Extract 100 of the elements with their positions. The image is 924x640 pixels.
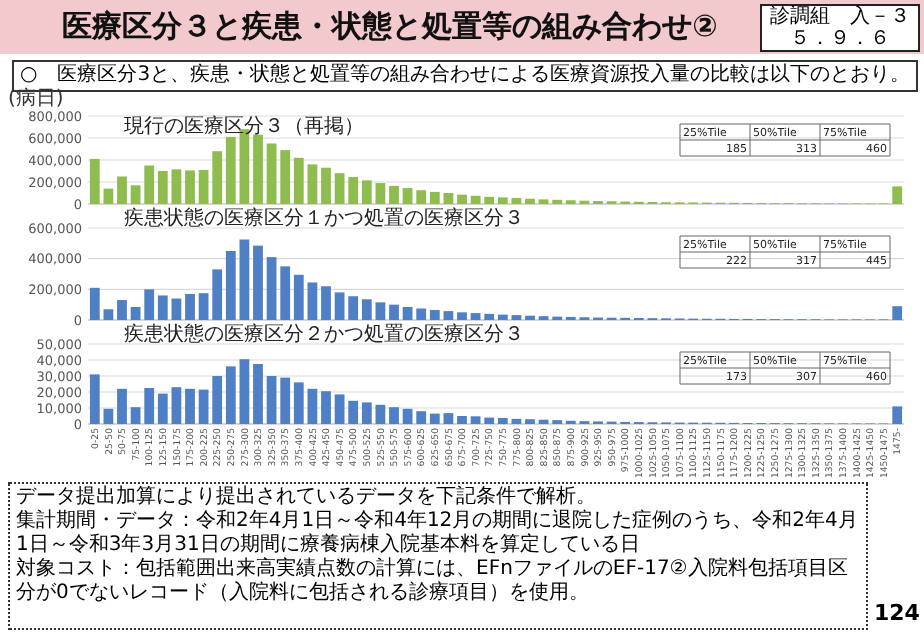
bar bbox=[361, 402, 372, 424]
bar bbox=[892, 186, 903, 204]
bar bbox=[212, 269, 223, 320]
bar bbox=[157, 295, 168, 320]
bar bbox=[892, 306, 903, 320]
bar bbox=[239, 359, 250, 424]
bar bbox=[185, 170, 195, 204]
bar bbox=[117, 300, 127, 320]
chart-title: 現行の医療区分３（再掲） bbox=[124, 114, 364, 138]
bar bbox=[484, 196, 495, 204]
text: 対象コスト：包括範囲出来高実績点数の計算には、EFnファイルのEF-17②入院料包括項目区分が0でないレコード（入院料に包括される診療項目）を使用。 bbox=[16, 558, 850, 606]
bar bbox=[375, 302, 386, 320]
bar bbox=[321, 391, 331, 424]
bar bbox=[497, 197, 508, 204]
bar bbox=[225, 251, 236, 320]
bar bbox=[375, 404, 386, 424]
bar bbox=[198, 293, 209, 320]
bar bbox=[280, 377, 291, 424]
bar bbox=[470, 313, 481, 320]
bar bbox=[484, 417, 495, 424]
bar bbox=[185, 293, 195, 320]
bar bbox=[416, 308, 427, 320]
bar bbox=[457, 312, 467, 320]
bar bbox=[457, 416, 467, 424]
chart-title: 疾患状態の医療区分１かつ処置の医療区分３ bbox=[124, 206, 524, 230]
bar bbox=[198, 389, 209, 424]
bar bbox=[157, 171, 168, 204]
text: 医療区分３と疾患・状態と処置等の組み合わせ② bbox=[60, 8, 720, 46]
bar bbox=[89, 158, 100, 204]
bar bbox=[416, 190, 427, 204]
bar bbox=[212, 151, 223, 204]
bar bbox=[402, 306, 413, 320]
bar bbox=[402, 408, 413, 424]
bar bbox=[89, 287, 100, 320]
bar bbox=[198, 169, 209, 204]
bar bbox=[266, 376, 277, 424]
bar bbox=[130, 407, 141, 424]
bar bbox=[144, 388, 155, 424]
bar bbox=[334, 292, 345, 320]
bar bbox=[144, 289, 155, 320]
text: 集計期間・データ：令和2年4月1日～令和4年12月の期間に退院した症例のうち、令和2年4月1日～令和3年3月31日の期間に療養病棟入院基本料を算定している日 bbox=[16, 510, 860, 557]
bar bbox=[89, 374, 100, 424]
bar bbox=[253, 245, 263, 320]
bar bbox=[389, 185, 399, 204]
bar bbox=[225, 366, 236, 424]
bar bbox=[334, 394, 345, 424]
bar bbox=[171, 169, 182, 204]
bar bbox=[239, 239, 250, 320]
bar bbox=[307, 282, 318, 320]
bar bbox=[443, 193, 454, 204]
bar bbox=[321, 286, 331, 320]
bar bbox=[266, 257, 277, 320]
bar bbox=[402, 188, 413, 204]
bar bbox=[361, 299, 372, 320]
bar bbox=[892, 406, 903, 424]
bar bbox=[334, 173, 345, 204]
bar bbox=[497, 314, 508, 320]
bar bbox=[185, 388, 195, 424]
bar bbox=[429, 413, 440, 424]
bar bbox=[361, 180, 372, 204]
bar bbox=[348, 296, 359, 320]
bar bbox=[293, 157, 304, 204]
bar bbox=[253, 364, 263, 424]
bar bbox=[375, 183, 386, 204]
bar bbox=[389, 304, 399, 320]
bar bbox=[416, 411, 427, 424]
text: ○ 医療区分3と、疾患・状態と処置等の組み合わせによる医療資源投入量の比較は以下のとおり。 bbox=[20, 64, 911, 86]
bar bbox=[348, 177, 359, 204]
bar bbox=[103, 309, 114, 320]
chart-title: 疾患状態の医療区分２かつ処置の医療区分３ bbox=[124, 322, 524, 346]
bar bbox=[307, 388, 318, 424]
bar bbox=[171, 387, 182, 424]
bar bbox=[130, 185, 141, 204]
bar bbox=[497, 417, 508, 424]
bar bbox=[470, 416, 481, 424]
bar bbox=[429, 310, 440, 320]
bar bbox=[117, 176, 127, 204]
bar bbox=[457, 194, 467, 204]
bar bbox=[307, 164, 318, 204]
bar bbox=[348, 400, 359, 424]
bar bbox=[117, 388, 127, 424]
bar bbox=[321, 167, 331, 204]
bar bbox=[253, 134, 263, 204]
bar bbox=[484, 313, 495, 320]
bar bbox=[280, 150, 291, 204]
bar bbox=[280, 266, 291, 320]
bar bbox=[511, 418, 522, 424]
bar bbox=[443, 413, 454, 424]
bar bbox=[511, 197, 522, 204]
bar bbox=[130, 306, 141, 320]
bar bbox=[389, 407, 399, 424]
text: データ提出加算により提出されているデータを下記条件で解析。 bbox=[16, 486, 598, 509]
bar bbox=[225, 136, 236, 204]
text: 診調組 入－３ bbox=[768, 6, 912, 28]
bar bbox=[293, 274, 304, 320]
bar bbox=[525, 198, 535, 204]
bar bbox=[103, 408, 114, 424]
bar bbox=[293, 382, 304, 424]
bar bbox=[157, 393, 168, 424]
text: 124 bbox=[874, 600, 920, 626]
